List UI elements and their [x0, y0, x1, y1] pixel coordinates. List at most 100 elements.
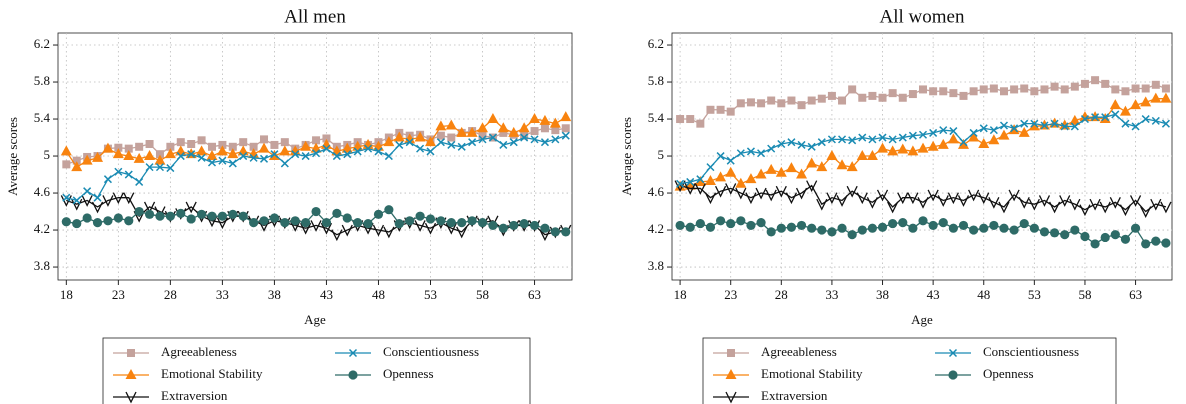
marker-vee: [897, 192, 909, 205]
marker-circle: [807, 223, 817, 233]
x-axis-label: Age: [911, 312, 933, 327]
marker-cross: [488, 133, 497, 142]
y-tick-label: 5.4: [648, 110, 665, 125]
x-tick-label: 28: [164, 287, 177, 302]
marker-vee: [1129, 195, 1142, 207]
marker-square: [127, 349, 135, 357]
marker-circle: [348, 370, 358, 380]
marker-square: [270, 140, 279, 149]
marker-cross: [999, 121, 1009, 130]
x-tick-label: 63: [1129, 287, 1142, 302]
legend-label: Openness: [983, 366, 1034, 381]
marker-vee: [846, 185, 858, 198]
marker-cross: [478, 135, 487, 144]
series-line: [679, 184, 1167, 213]
marker-square: [447, 133, 456, 142]
marker-triangle: [755, 168, 767, 179]
marker-vee: [725, 183, 737, 195]
marker-square: [1121, 87, 1130, 96]
marker-circle: [488, 220, 498, 231]
marker-vee: [876, 189, 889, 202]
marker-square: [176, 138, 185, 147]
y-tick-label: 5: [44, 147, 51, 162]
marker-circle: [756, 218, 766, 228]
marker-square: [124, 144, 133, 153]
y-axis-label: Average scores: [619, 117, 634, 196]
marker-circle: [290, 216, 300, 226]
marker-circle: [847, 230, 857, 240]
marker-cross: [898, 133, 907, 142]
marker-triangle: [1150, 92, 1162, 103]
marker-square: [1131, 84, 1140, 93]
legend-box: [102, 337, 531, 404]
marker-triangle: [846, 161, 858, 172]
marker-triangle: [549, 117, 561, 128]
y-tick-label: 5.8: [648, 73, 664, 88]
marker-circle: [746, 220, 756, 231]
marker-cross: [187, 150, 196, 159]
marker-cross: [1080, 115, 1089, 124]
marker-cross: [959, 138, 968, 147]
marker-square: [726, 107, 735, 116]
y-tick-label: 6.2: [648, 36, 664, 51]
marker-triangle: [206, 150, 218, 161]
marker-cross: [807, 142, 816, 151]
marker-square: [979, 85, 988, 94]
marker-circle: [61, 217, 71, 227]
marker-square: [969, 87, 978, 96]
marker-square: [478, 131, 487, 140]
marker-square: [676, 115, 685, 124]
x-tick-label: 53: [424, 287, 437, 302]
marker-square: [499, 128, 508, 137]
marker-triangle: [1109, 99, 1121, 110]
marker-circle: [726, 218, 736, 229]
marker-cross: [561, 131, 570, 140]
marker-cross: [797, 140, 806, 149]
marker-square: [114, 143, 123, 152]
marker-circle: [342, 213, 352, 223]
marker-circle: [685, 222, 695, 232]
marker-circle: [92, 218, 103, 228]
marker-circle: [928, 220, 938, 231]
marker-square: [322, 134, 331, 143]
marker-cross: [457, 142, 466, 151]
marker-triangle: [175, 145, 187, 156]
marker-circle: [827, 227, 837, 237]
marker-triangle: [775, 166, 787, 177]
marker-square: [787, 96, 796, 105]
marker-vee: [331, 229, 343, 242]
marker-vee: [755, 187, 767, 200]
marker-square: [1050, 82, 1059, 91]
marker-triangle: [806, 157, 818, 168]
marker-cross: [1141, 115, 1150, 124]
marker-square: [218, 140, 227, 149]
marker-vee: [704, 192, 717, 205]
marker-cross: [520, 133, 529, 142]
marker-square: [746, 98, 755, 107]
marker-circle: [908, 223, 918, 233]
marker-triangle: [947, 133, 959, 144]
marker-vee: [1079, 204, 1091, 217]
marker-circle: [540, 223, 550, 233]
marker-cross: [166, 164, 175, 173]
marker-vee: [341, 224, 353, 237]
marker-square: [1060, 85, 1069, 94]
marker-cross: [939, 126, 948, 135]
marker-vee: [968, 189, 980, 202]
marker-square: [540, 124, 549, 133]
marker-cross: [1151, 116, 1160, 125]
marker-circle: [675, 220, 685, 231]
x-tick-label: 33: [216, 287, 229, 302]
marker-circle: [1080, 231, 1090, 242]
marker-triangle: [445, 119, 457, 130]
marker-square: [898, 93, 907, 102]
y-tick-label: 4.6: [648, 184, 665, 199]
marker-cross: [436, 138, 445, 147]
marker-cross: [135, 177, 144, 186]
marker-cross: [155, 163, 164, 172]
marker-circle: [705, 222, 716, 232]
marker-triangle: [560, 111, 572, 122]
marker-circle: [888, 218, 898, 229]
marker-triangle: [1018, 126, 1030, 137]
